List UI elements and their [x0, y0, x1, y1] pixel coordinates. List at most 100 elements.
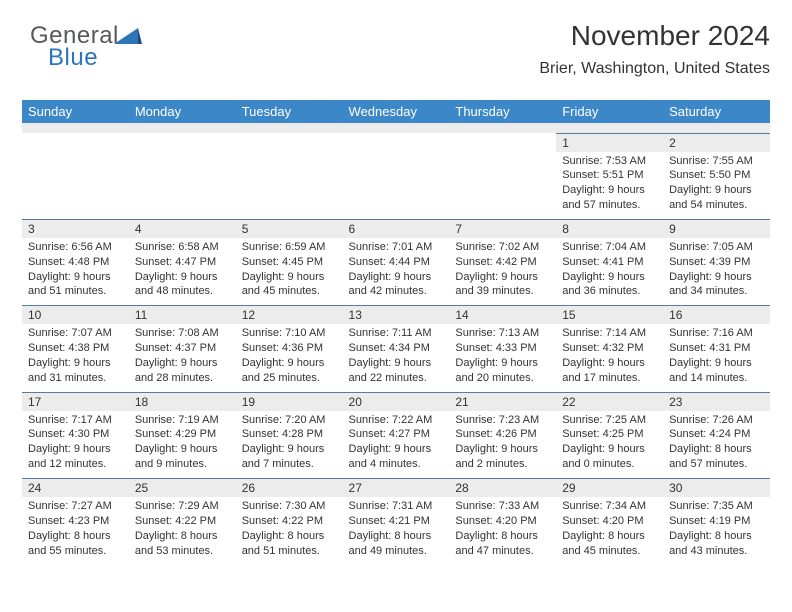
calendar-cell: 12Sunrise: 7:10 AMSunset: 4:36 PMDayligh… [236, 306, 343, 392]
sunset-text: Sunset: 4:47 PM [135, 255, 230, 270]
calendar-cell: 22Sunrise: 7:25 AMSunset: 4:25 PMDayligh… [556, 392, 663, 478]
calendar-cell: 8Sunrise: 7:04 AMSunset: 4:41 PMDaylight… [556, 219, 663, 305]
weekday-header: Saturday [663, 100, 770, 123]
sunset-text: Sunset: 4:44 PM [349, 255, 444, 270]
day-number: 19 [236, 393, 343, 411]
calendar-cell: 3Sunrise: 6:56 AMSunset: 4:48 PMDaylight… [22, 219, 129, 305]
daylight-text: Daylight: 9 hours and 34 minutes. [669, 270, 764, 300]
sunrise-text: Sunrise: 7:05 AM [669, 240, 764, 255]
day-number: 18 [129, 393, 236, 411]
sunrise-text: Sunrise: 7:33 AM [455, 499, 550, 514]
sunset-text: Sunset: 4:38 PM [28, 341, 123, 356]
daylight-text: Daylight: 9 hours and 36 minutes. [562, 270, 657, 300]
day-number: 20 [343, 393, 450, 411]
weekday-header: Friday [556, 100, 663, 123]
day-number: 15 [556, 306, 663, 324]
page-title: November 2024 [571, 20, 770, 52]
weekday-header: Monday [129, 100, 236, 123]
sunrise-text: Sunrise: 7:31 AM [349, 499, 444, 514]
daylight-text: Daylight: 8 hours and 45 minutes. [562, 529, 657, 559]
sunset-text: Sunset: 4:26 PM [455, 427, 550, 442]
calendar-cell: 20Sunrise: 7:22 AMSunset: 4:27 PMDayligh… [343, 392, 450, 478]
sunset-text: Sunset: 4:24 PM [669, 427, 764, 442]
calendar-cell: 30Sunrise: 7:35 AMSunset: 4:19 PMDayligh… [663, 479, 770, 565]
sunrise-text: Sunrise: 7:04 AM [562, 240, 657, 255]
weekday-header: Sunday [22, 100, 129, 123]
sunrise-text: Sunrise: 7:13 AM [455, 326, 550, 341]
calendar-cell: 13Sunrise: 7:11 AMSunset: 4:34 PMDayligh… [343, 306, 450, 392]
calendar-cell: 1Sunrise: 7:53 AMSunset: 5:51 PMDaylight… [556, 133, 663, 219]
day-number: 30 [663, 479, 770, 497]
sunrise-text: Sunrise: 7:29 AM [135, 499, 230, 514]
day-number: 13 [343, 306, 450, 324]
day-number: 9 [663, 220, 770, 238]
calendar-week: 10Sunrise: 7:07 AMSunset: 4:38 PMDayligh… [22, 306, 770, 392]
day-number: 25 [129, 479, 236, 497]
day-number: 10 [22, 306, 129, 324]
calendar-cell: 11Sunrise: 7:08 AMSunset: 4:37 PMDayligh… [129, 306, 236, 392]
page-header: General Blue November 2024 Brier, Washin… [22, 18, 770, 90]
day-number: 26 [236, 479, 343, 497]
day-number: 14 [449, 306, 556, 324]
sunrise-text: Sunrise: 6:58 AM [135, 240, 230, 255]
sunset-text: Sunset: 4:42 PM [455, 255, 550, 270]
location-subtitle: Brier, Washington, United States [539, 60, 770, 78]
sunset-text: Sunset: 4:32 PM [562, 341, 657, 356]
sunrise-text: Sunrise: 7:14 AM [562, 326, 657, 341]
calendar-week: 17Sunrise: 7:17 AMSunset: 4:30 PMDayligh… [22, 392, 770, 478]
sunset-text: Sunset: 4:33 PM [455, 341, 550, 356]
day-number: 23 [663, 393, 770, 411]
sunrise-text: Sunrise: 7:17 AM [28, 413, 123, 428]
sunset-text: Sunset: 5:50 PM [669, 168, 764, 183]
daylight-text: Daylight: 8 hours and 47 minutes. [455, 529, 550, 559]
sunset-text: Sunset: 4:31 PM [669, 341, 764, 356]
sunrise-text: Sunrise: 7:23 AM [455, 413, 550, 428]
calendar-cell: 21Sunrise: 7:23 AMSunset: 4:26 PMDayligh… [449, 392, 556, 478]
daylight-text: Daylight: 8 hours and 49 minutes. [349, 529, 444, 559]
day-number: 29 [556, 479, 663, 497]
sunrise-text: Sunrise: 7:01 AM [349, 240, 444, 255]
daylight-text: Daylight: 9 hours and 25 minutes. [242, 356, 337, 386]
calendar-cell: 18 Sunrise: 7:19 AMSunset: 4:29 PMDayligh… [129, 392, 236, 478]
sunset-text: Sunset: 4:37 PM [135, 341, 230, 356]
sunrise-text: Sunrise: 6:56 AM [28, 240, 123, 255]
sunrise-text: Sunrise: 7:34 AM [562, 499, 657, 514]
sunset-text: Sunset: 4:41 PM [562, 255, 657, 270]
daylight-text: Daylight: 8 hours and 53 minutes. [135, 529, 230, 559]
sunrise-text: Sunrise: 7:26 AM [669, 413, 764, 428]
daylight-text: Daylight: 9 hours and 7 minutes. [242, 442, 337, 472]
sunset-text: Sunset: 4:29 PM [135, 427, 230, 442]
calendar-cell: 17Sunrise: 7:17 AMSunset: 4:30 PMDayligh… [22, 392, 129, 478]
weekday-header: Wednesday [343, 100, 450, 123]
calendar-cell: 16Sunrise: 7:16 AMSunset: 4:31 PMDayligh… [663, 306, 770, 392]
sunset-text: Sunset: 4:39 PM [669, 255, 764, 270]
calendar-cell: 25Sunrise: 7:29 AMSunset: 4:22 PMDayligh… [129, 479, 236, 565]
sunrise-text: Sunrise: 7:53 AM [562, 154, 657, 169]
day-number: 6 [343, 220, 450, 238]
day-number: 7 [449, 220, 556, 238]
day-number: 24 [22, 479, 129, 497]
calendar-cell: 14Sunrise: 7:13 AMSunset: 4:33 PMDayligh… [449, 306, 556, 392]
daylight-text: Daylight: 9 hours and 9 minutes. [135, 442, 230, 472]
calendar-cell: 10Sunrise: 7:07 AMSunset: 4:38 PMDayligh… [22, 306, 129, 392]
daylight-text: Daylight: 9 hours and 54 minutes. [669, 183, 764, 213]
sunrise-text: Sunrise: 7:08 AM [135, 326, 230, 341]
day-number: 12 [236, 306, 343, 324]
calendar-cell [236, 133, 343, 219]
daylight-text: Daylight: 8 hours and 57 minutes. [669, 442, 764, 472]
calendar-cell: 29Sunrise: 7:34 AMSunset: 4:20 PMDayligh… [556, 479, 663, 565]
day-number: 3 [22, 220, 129, 238]
daylight-text: Daylight: 9 hours and 0 minutes. [562, 442, 657, 472]
calendar-week: 24Sunrise: 7:27 AMSunset: 4:23 PMDayligh… [22, 479, 770, 565]
calendar-week: 1Sunrise: 7:53 AMSunset: 5:51 PMDaylight… [22, 133, 770, 219]
day-number: 16 [663, 306, 770, 324]
calendar-cell [22, 133, 129, 219]
calendar-cell [449, 133, 556, 219]
weekday-header: Tuesday [236, 100, 343, 123]
sunrise-text: Sunrise: 7:55 AM [669, 154, 764, 169]
sunrise-text: Sunrise: 7:10 AM [242, 326, 337, 341]
sunrise-text: Sunrise: 7:19 AM [135, 413, 230, 428]
day-number: 1 [556, 134, 663, 152]
sunset-text: Sunset: 4:19 PM [669, 514, 764, 529]
daylight-text: Daylight: 9 hours and 4 minutes. [349, 442, 444, 472]
